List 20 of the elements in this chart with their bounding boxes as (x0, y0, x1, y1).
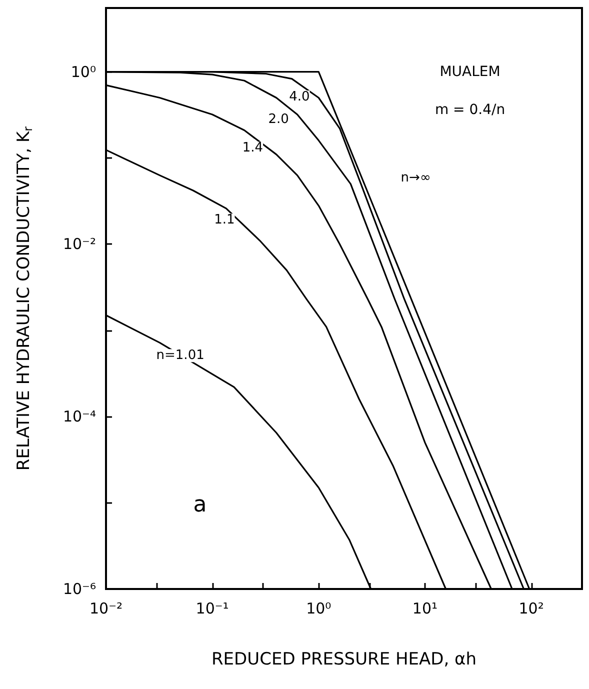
x-tick-label: 10⁰ (306, 600, 332, 618)
y-tick-label: 10⁻⁴ (62, 408, 96, 426)
x-tick-label: 10⁻¹ (196, 600, 229, 618)
annotation: 4.0 (289, 90, 310, 105)
y-tick-label: 10⁻² (62, 235, 96, 254)
x-axis-title: REDUCED PRESSURE HEAD, αh (211, 650, 477, 670)
annotation: 1.1 (214, 212, 235, 228)
y-tick-label: 10⁻⁶ (62, 580, 96, 598)
x-tick-label: 10² (518, 600, 544, 618)
annotation: n=1.01 (156, 348, 204, 364)
y-tick-label: 10⁰ (70, 62, 96, 81)
annotation: 2.0 (268, 112, 289, 127)
y-axis-title: RELATIVE HYDRAULIC CONDUCTIVITY, Kr (14, 126, 35, 471)
annotation: m = 0.4/n (434, 102, 506, 118)
annotation: MUALEM (440, 64, 500, 80)
annotation: a (193, 492, 207, 518)
annotation: n→∞ (400, 170, 431, 186)
annotation: 1.4 (242, 140, 264, 156)
x-tick-label: 10⁻² (89, 600, 123, 618)
x-tick-label: 10¹ (412, 600, 438, 618)
